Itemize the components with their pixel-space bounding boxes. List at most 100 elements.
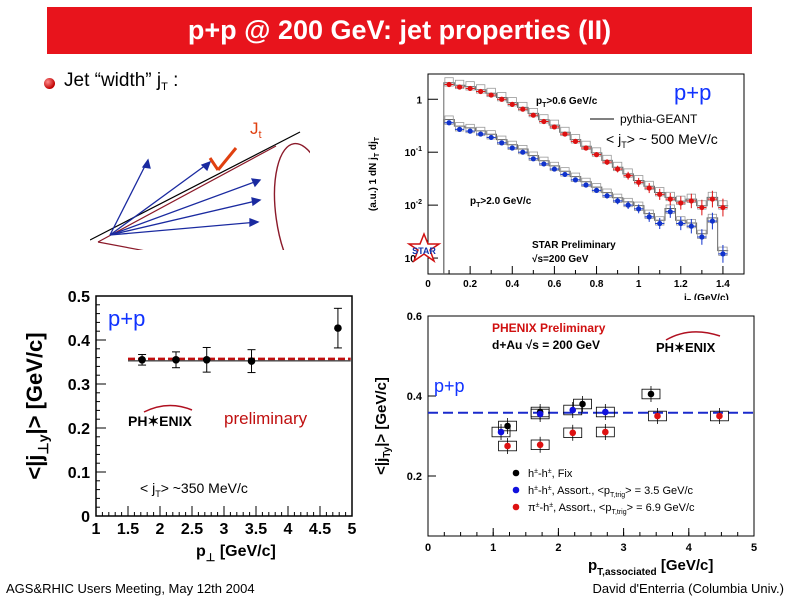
legend-part: > = 6.9 GeV/c — [627, 502, 695, 514]
y-label-main: <|j — [22, 455, 47, 480]
data-point — [509, 145, 515, 151]
data-point — [530, 112, 536, 118]
data-point — [657, 220, 663, 227]
mean-part: > ~ 500 MeV/c — [627, 131, 718, 147]
x-label-sub: ⊥ — [206, 552, 216, 562]
legend-part: h — [528, 468, 534, 480]
footer-right: David d'Enterria (Columbia Univ.) — [592, 581, 784, 596]
phenix-logo: PH✶ENIX — [128, 413, 193, 429]
x-label-units: (GeV/c) — [691, 293, 729, 300]
y-tick-label: 0.3 — [68, 377, 90, 394]
x-axis-label: pT,associated [GeV/c] — [588, 557, 713, 578]
series-label-part: >2.0 GeV/c — [480, 196, 531, 207]
data-point — [646, 185, 652, 191]
data-point — [667, 196, 673, 202]
data-point — [615, 166, 621, 172]
data-point — [615, 198, 621, 204]
plot-frame — [427, 73, 745, 275]
phenix-logo-arc — [143, 404, 193, 413]
data-point — [654, 412, 661, 420]
phenix-pp-chart: 1 1.5 2 2.5 3 3.5 4 4.5 5 0 0.1 0.2 0.3 0.4 0.5 <|j⊥y|>… — [22, 289, 357, 562]
x-tick-label: 1 — [636, 279, 642, 290]
x-tick-label: 3 — [621, 542, 627, 554]
legend-label: h±-h±, Fix — [528, 468, 573, 480]
x-label-units: [GeV/c] — [657, 557, 714, 574]
bullet-sub: T — [161, 81, 168, 93]
legend-label: π±-h±, Assort., <pT,trig> = 6.9 GeV/c — [528, 502, 695, 516]
jt-marker — [216, 147, 238, 171]
jet-cone — [97, 142, 310, 250]
data-point — [602, 428, 609, 436]
legend-part: -h — [539, 502, 549, 514]
legend-text: pythia-GEANT — [620, 112, 698, 126]
series-label-part: p — [536, 96, 542, 107]
data-point — [583, 182, 589, 188]
data-point — [467, 85, 473, 92]
x-label-main: p — [196, 543, 206, 560]
data-point — [488, 134, 494, 141]
series-label-high: pT>0.6 GeV/c — [536, 96, 598, 109]
legend-sup: ± — [536, 502, 540, 509]
cone-edge-bottom — [97, 241, 144, 250]
data-point — [504, 422, 511, 430]
x-axis-label: jT (GeV/c) — [683, 293, 729, 300]
x-tick-label: 3.5 — [245, 521, 267, 538]
bullet-main: Jet “width” j — [64, 70, 162, 91]
series-label-sub: T — [476, 202, 481, 209]
star-jt-chart: 00.20.40.60.811.21.4110-110-210-3(a.u.) … — [368, 73, 745, 300]
data-point — [334, 324, 342, 332]
phenix-preliminary: PHENIX Preliminary — [492, 321, 606, 335]
series-label-part: >0.6 GeV/c — [546, 96, 597, 107]
data-point — [699, 204, 705, 211]
legend-sup: ± — [548, 485, 552, 492]
data-point — [625, 202, 631, 208]
mean-jt-label: < jT> ~350 MeV/c — [140, 480, 248, 499]
track-arrow — [109, 161, 211, 236]
y-tick-base: 1 — [416, 95, 422, 106]
data-point — [678, 220, 684, 227]
footer-left: AGS&RHIC Users Meeting, May 12th 2004 — [6, 581, 255, 596]
data-point — [678, 200, 684, 206]
x-label-sub: T — [687, 299, 692, 300]
data-point — [467, 128, 473, 134]
data-point — [646, 214, 652, 220]
legend-sup: ± — [549, 502, 553, 509]
arrowhead — [251, 197, 262, 207]
y-tick-label: 0.1 — [68, 465, 90, 482]
arrowhead — [249, 218, 260, 228]
mean-sub: T — [155, 489, 161, 499]
star-preliminary: STAR Preliminary — [532, 240, 616, 251]
y-tick-label: 0.2 — [407, 471, 422, 483]
data-point — [172, 356, 180, 364]
data-point — [647, 390, 655, 398]
mean-sub: T — [621, 140, 627, 150]
y-tick-label: 0 — [81, 509, 90, 526]
mean-part: > ~350 MeV/c — [161, 480, 248, 496]
x-tick-label: 4 — [686, 542, 693, 554]
x-tick-label: 2 — [555, 542, 561, 554]
data-point — [699, 234, 705, 240]
data-point — [520, 106, 526, 112]
legend-sub: T,trig — [611, 509, 626, 516]
data-point — [709, 218, 715, 224]
jt-label-main: J — [250, 119, 259, 138]
data-point — [583, 145, 589, 151]
data-point — [520, 149, 526, 155]
legend-marker — [512, 469, 520, 477]
mean-part: < j — [606, 131, 621, 147]
y-tick-label: 1 — [416, 95, 422, 106]
pp-label: p+p — [674, 80, 711, 105]
data-point — [579, 400, 586, 408]
x-tick-label: 3 — [220, 521, 229, 538]
x-tick-label: 0 — [425, 542, 431, 554]
data-point — [541, 161, 547, 167]
x-label-main: p — [588, 557, 597, 574]
data-point — [569, 429, 577, 437]
jet-cone-diagram: Jt — [90, 119, 310, 250]
plot-frame — [95, 295, 353, 517]
data-point — [604, 193, 610, 199]
legend-part: -h — [538, 485, 548, 497]
y-label-part: j — [368, 157, 379, 163]
x-label-units: [GeV/c] — [215, 543, 275, 560]
x-tick-label: 1.2 — [674, 279, 688, 290]
